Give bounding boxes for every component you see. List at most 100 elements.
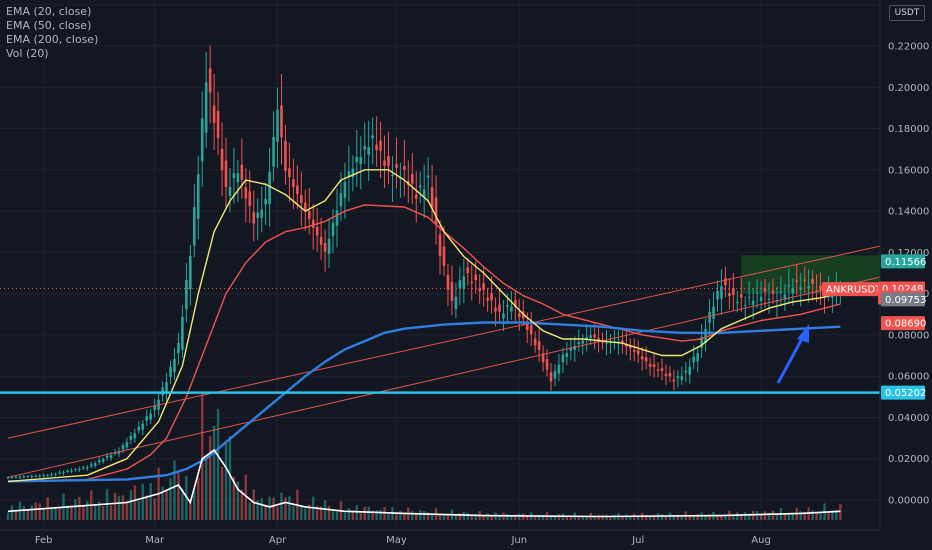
candle-body bbox=[585, 336, 588, 340]
candle-body bbox=[236, 173, 240, 183]
volume-bar bbox=[30, 505, 33, 520]
candle-body bbox=[759, 296, 763, 301]
candle-body bbox=[763, 288, 767, 292]
volume-bar bbox=[189, 499, 192, 520]
candle-body bbox=[712, 306, 715, 319]
legend-ema50[interactable]: EMA (50, close) bbox=[6, 19, 92, 32]
volume-bar bbox=[54, 506, 57, 520]
candle-body bbox=[355, 156, 359, 163]
candle-body bbox=[319, 236, 323, 245]
candle-body bbox=[660, 368, 664, 372]
volume-bar bbox=[117, 496, 121, 520]
volume-bar bbox=[466, 512, 469, 520]
candle-body bbox=[351, 168, 355, 178]
candle-body bbox=[640, 356, 644, 360]
candle-body bbox=[529, 325, 533, 335]
volume-bar bbox=[819, 512, 822, 520]
volume-bar bbox=[518, 513, 521, 520]
legend-ema200[interactable]: EMA (200, close) bbox=[6, 33, 99, 46]
price-axis-panel bbox=[880, 0, 932, 550]
candle-body bbox=[795, 280, 799, 282]
candle-body bbox=[117, 451, 121, 454]
legend-volume[interactable]: Vol (20) bbox=[6, 47, 49, 60]
x-tick-label: Mar bbox=[145, 535, 165, 546]
volume-bar bbox=[419, 510, 422, 520]
candle-body bbox=[347, 171, 351, 177]
volume-bar bbox=[676, 515, 680, 520]
volume-bar bbox=[137, 500, 140, 520]
candle-body bbox=[676, 376, 680, 379]
candle-body bbox=[787, 285, 791, 287]
ema50-line bbox=[7, 204, 841, 483]
candle-body bbox=[58, 472, 61, 474]
candle-body bbox=[292, 179, 295, 188]
candle-body bbox=[628, 345, 632, 349]
candle-body bbox=[771, 290, 775, 294]
y-tick-label: 0.08000 bbox=[888, 330, 929, 341]
arrow-shaft bbox=[776, 334, 806, 384]
candle-body bbox=[288, 168, 291, 178]
candle-body bbox=[462, 276, 466, 289]
volume-bar bbox=[26, 509, 30, 520]
y-tick-label: 0.12000 bbox=[888, 248, 929, 259]
volume-bar bbox=[101, 506, 105, 520]
candle-body bbox=[803, 279, 806, 281]
candle-body bbox=[506, 304, 509, 307]
candle-body bbox=[387, 155, 390, 167]
volume-bar bbox=[629, 516, 632, 520]
candle-body bbox=[145, 416, 149, 421]
candle-body bbox=[89, 464, 93, 467]
candle-body bbox=[743, 304, 747, 306]
volume-bar bbox=[708, 514, 711, 520]
candle-body bbox=[391, 174, 394, 177]
price-badge-ema50-bg bbox=[881, 316, 925, 331]
volume-bar bbox=[553, 516, 557, 520]
volume-bar bbox=[327, 505, 331, 520]
volume-bar bbox=[169, 478, 172, 520]
currency-selector[interactable]: USDT bbox=[889, 5, 925, 21]
volume-bar bbox=[637, 516, 640, 520]
candle-body bbox=[545, 359, 549, 370]
volume-bar bbox=[232, 476, 236, 520]
volume-bar bbox=[815, 512, 818, 520]
volume-bar bbox=[740, 513, 743, 520]
candle-body bbox=[593, 334, 596, 338]
volume-bar bbox=[284, 497, 287, 520]
volume-bar bbox=[236, 481, 240, 520]
candle-body bbox=[343, 181, 347, 198]
candle-body bbox=[268, 171, 271, 204]
candle-body bbox=[617, 341, 620, 343]
candle-body bbox=[74, 469, 77, 471]
candle-body bbox=[430, 187, 434, 209]
candle-body bbox=[664, 373, 668, 376]
legend-ema20[interactable]: EMA (20, close) bbox=[6, 5, 92, 18]
candle-body bbox=[22, 476, 26, 478]
volume-bar bbox=[537, 514, 541, 520]
volume-bar bbox=[319, 506, 323, 520]
candle-body bbox=[18, 476, 22, 478]
candle-body bbox=[379, 140, 382, 151]
volume-bar bbox=[6, 512, 10, 520]
candle-body bbox=[141, 423, 145, 430]
candle-body bbox=[549, 372, 553, 382]
volume-bar bbox=[403, 513, 406, 520]
candle-body bbox=[181, 316, 184, 350]
candle-body bbox=[331, 222, 335, 237]
volume-bar bbox=[510, 515, 513, 520]
y-tick-label: 0.22000 bbox=[888, 42, 929, 53]
candle-body bbox=[109, 455, 113, 458]
volume-bar bbox=[470, 515, 473, 520]
candle-body bbox=[284, 140, 287, 171]
volume-bar bbox=[272, 497, 275, 520]
candle-body bbox=[26, 476, 30, 478]
volume-bar bbox=[672, 515, 676, 520]
volume-bar bbox=[430, 514, 434, 520]
y-tick-label: 0.18000 bbox=[888, 124, 929, 135]
candle-body bbox=[272, 136, 275, 167]
candle-body bbox=[573, 345, 577, 350]
volume-bar bbox=[490, 516, 493, 520]
candle-body bbox=[307, 210, 311, 220]
candle-body bbox=[208, 68, 212, 93]
candle-body bbox=[192, 207, 196, 246]
